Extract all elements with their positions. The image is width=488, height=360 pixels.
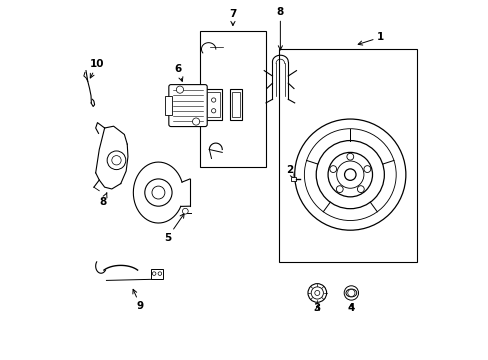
FancyBboxPatch shape	[168, 85, 207, 127]
Circle shape	[363, 166, 370, 172]
Circle shape	[211, 98, 215, 102]
Text: 3: 3	[313, 303, 320, 313]
Circle shape	[144, 179, 172, 206]
Circle shape	[336, 161, 363, 188]
Bar	[204, 89, 222, 120]
Circle shape	[346, 153, 353, 160]
Circle shape	[112, 156, 121, 165]
Circle shape	[176, 86, 183, 93]
Circle shape	[329, 166, 336, 172]
Bar	[230, 89, 241, 120]
Bar	[164, 96, 172, 115]
Circle shape	[314, 291, 319, 296]
Circle shape	[152, 272, 156, 275]
Circle shape	[316, 140, 384, 209]
Text: 7: 7	[229, 9, 236, 26]
Circle shape	[304, 129, 395, 221]
Circle shape	[158, 272, 162, 275]
Circle shape	[294, 119, 405, 230]
Text: 10: 10	[90, 59, 104, 78]
Circle shape	[310, 287, 323, 299]
Bar	[278, 49, 416, 262]
Bar	[290, 177, 295, 181]
Text: 5: 5	[163, 214, 184, 243]
Circle shape	[307, 284, 326, 302]
Text: 9: 9	[133, 289, 144, 311]
Circle shape	[344, 169, 355, 180]
Circle shape	[347, 289, 354, 297]
Text: 8: 8	[99, 193, 107, 207]
Circle shape	[152, 186, 164, 199]
Text: 8: 8	[276, 7, 284, 50]
Circle shape	[107, 151, 125, 170]
Text: 6: 6	[174, 64, 183, 81]
Circle shape	[336, 186, 343, 193]
Text: 2: 2	[285, 165, 294, 179]
Bar	[151, 269, 163, 279]
Circle shape	[344, 286, 358, 300]
Circle shape	[192, 118, 199, 125]
Text: 1: 1	[357, 32, 384, 45]
Circle shape	[211, 109, 215, 113]
Circle shape	[327, 152, 372, 197]
Bar	[231, 92, 239, 117]
Circle shape	[357, 186, 364, 193]
Ellipse shape	[346, 289, 356, 297]
Circle shape	[182, 208, 188, 214]
Bar	[207, 92, 220, 117]
Bar	[199, 31, 265, 167]
Text: 4: 4	[347, 303, 354, 313]
